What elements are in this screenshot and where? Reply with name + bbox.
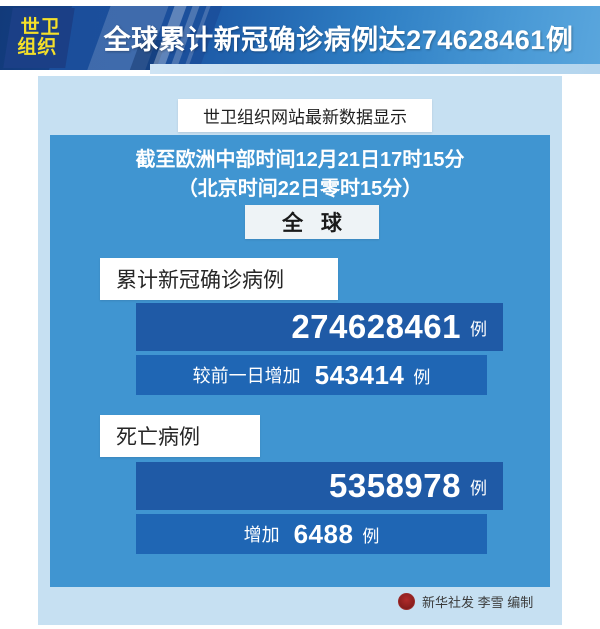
timestamp-block: 截至欧洲中部时间12月21日17时15分 （北京时间22日零时15分） — [50, 146, 550, 204]
confirmed-cases-label-chip: 累计新冠确诊病例 — [100, 258, 338, 300]
timestamp-beijing: （北京时间22日零时15分） — [177, 178, 423, 200]
confirmed-cases-delta-value: 543414 — [314, 359, 405, 390]
timestamp-cet: 截至欧洲中部时间12月21日17时15分 — [135, 149, 465, 171]
deaths-label-chip: 死亡病例 — [100, 415, 260, 457]
who-badge-line-2: 组织 — [17, 37, 58, 58]
source-note-chip: 世卫组织网站最新数据显示 — [178, 99, 432, 132]
confirmed-cases-total-value: 274628461 — [291, 308, 461, 345]
credit-text: 新华社发 李雪 编制 — [422, 595, 534, 610]
deaths-total-bar: 5358978 例 — [136, 462, 503, 510]
who-organization-badge: 世卫 组织 — [3, 8, 75, 68]
confirmed-cases-label: 累计新冠确诊病例 — [116, 269, 284, 292]
source-note-text: 世卫组织网站最新数据显示 — [203, 108, 407, 127]
confirmed-cases-total-bar: 274628461 例 — [136, 303, 503, 351]
scope-label-chip: 全 球 — [245, 205, 379, 239]
deaths-delta-label: 增加 — [243, 525, 280, 545]
confirmed-cases-delta-bar: 较前一日增加 543414 例 — [136, 355, 487, 395]
banner-underline-strip — [150, 64, 600, 74]
page-title: 全球累计新冠确诊病例达274628461例 — [103, 24, 574, 55]
scope-label-text: 全 球 — [282, 212, 348, 235]
xinhua-logo-icon — [398, 593, 415, 610]
confirmed-cases-total-unit: 例 — [470, 319, 487, 339]
confirmed-cases-delta-unit: 例 — [413, 367, 431, 387]
deaths-total-unit: 例 — [470, 478, 487, 498]
deaths-label: 死亡病例 — [116, 426, 200, 449]
deaths-delta-bar: 增加 6488 例 — [136, 514, 487, 554]
deaths-total-value: 5358978 — [329, 467, 461, 504]
credit-line: 新华社发 李雪 编制 — [398, 592, 533, 611]
deaths-delta-unit: 例 — [362, 526, 380, 546]
deaths-delta-value: 6488 — [293, 518, 354, 549]
header-banner — [0, 6, 600, 70]
who-badge-line-1: 世卫 — [20, 17, 61, 39]
confirmed-cases-delta-label: 较前一日增加 — [192, 366, 301, 386]
